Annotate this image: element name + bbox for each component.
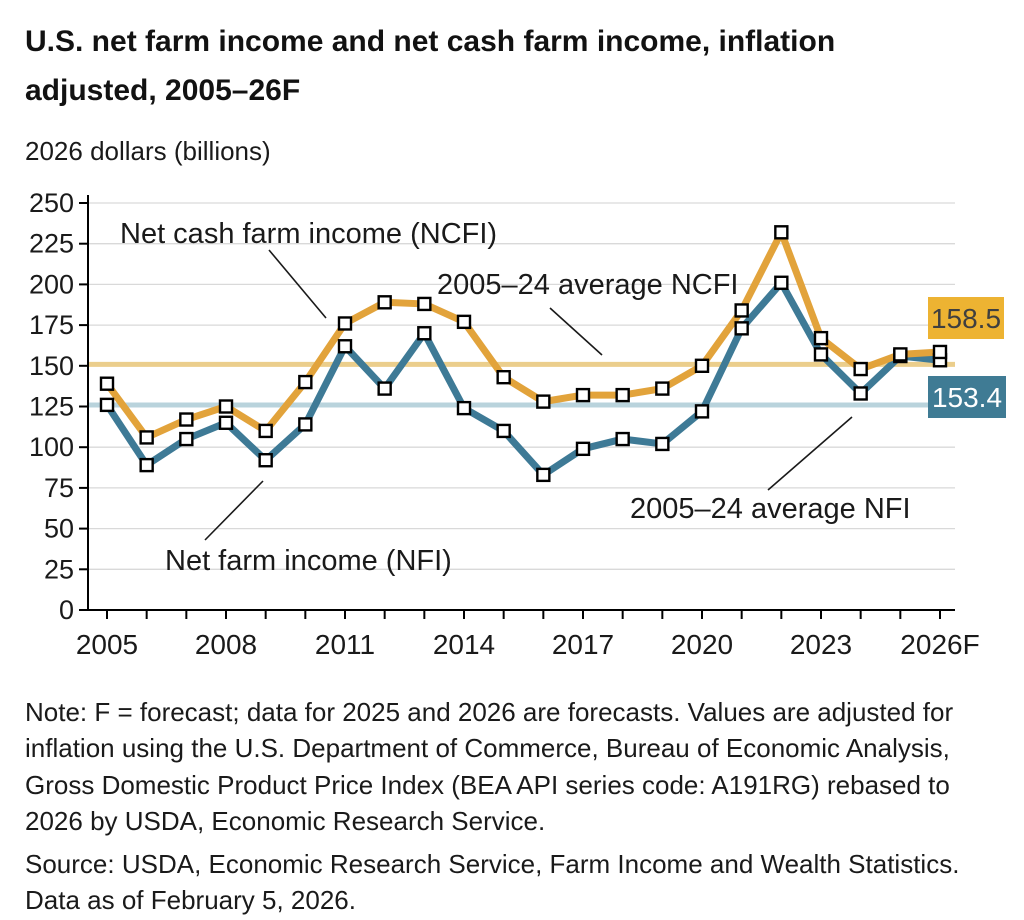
y-axis-tick-label: 75 [44,473,74,503]
ncfi-data-point [536,394,551,409]
ncfi-series-line [103,228,944,441]
x-axis-tick-label: 2023 [790,629,852,660]
ncfi-data-point [734,303,749,318]
nfi-data-point [536,467,551,483]
y-axis-tick-label: 0 [59,595,74,625]
nfi-label-leader-line [204,480,264,541]
chart: 0 25 50 75 100 125 150 175 200 225 250 2005 2008 2011… [0,188,1024,672]
ncfi-data-point [813,330,829,346]
ncfi-data-point [893,347,908,362]
x-axis-tick-label: 2020 [671,629,733,660]
nfi-data-point [575,441,591,457]
y-axis-tick-label: 150 [29,351,74,381]
ncfi-data-point [575,387,591,403]
axis-unit-label: 2026 dollars (billions) [25,136,271,166]
ncfi-data-point [298,374,313,390]
nfi-data-point [456,400,472,416]
x-axis-tick-label: 2026F [900,629,979,660]
nfi-data-point [615,431,630,447]
nfi-data-point [853,386,868,401]
nfi-data-point [218,415,234,430]
avg-nfi-label-text: 2005–24 average NFI [630,493,911,525]
ncfi-data-point [774,225,789,240]
ncfi-data-point [655,381,670,396]
y-axis-tick-label: 50 [44,514,74,544]
nfi-end-value-box [928,376,1006,418]
nfi-label-text: Net farm income (NFI) [165,545,452,577]
nfi-data-point [337,339,353,354]
nfi-data-point [377,381,392,396]
ncfi-data-point [258,423,273,439]
y-axis-tick-label: 175 [29,310,74,340]
y-axis-tick-label: 225 [29,229,74,259]
nfi-data-point [774,275,789,290]
x-axis-tick-label: 2011 [315,629,375,660]
ncfi-data-point [417,296,432,312]
y-axis-tick-label: 25 [44,554,74,584]
ncfi-end-value-text: 158.5 [931,303,1001,334]
nfi-data-point [99,397,115,413]
note-text: Note: F = forecast; data for 2025 and 20… [25,697,954,837]
nfi-end-value-text: 153.4 [932,382,1002,413]
y-axis-tick-label: 250 [29,190,74,218]
ncfi-data-point [932,344,948,360]
nfi-data-point [298,417,313,432]
ncfi-data-point [694,358,710,374]
ncfi-data-point [853,361,868,377]
chart-canvas: 0 25 50 75 100 125 150 175 200 225 250 2005 2008 2011… [29,188,1006,660]
ncfi-data-point [496,369,511,385]
y-axis-tick-label: 200 [29,269,74,299]
y-axis-tick-label: 125 [29,392,74,422]
avg-ncfi-label-leader-line [549,307,603,356]
x-axis-tick-label: 2014 [433,629,495,660]
ncfi-label-leader-line [268,249,327,319]
chart-title: U.S. net farm income and net cash farm i… [25,25,836,107]
ncfi-end-value-box [928,297,1004,339]
nfi-data-point [179,431,194,447]
ncfi-label-text: Net cash farm income (NCFI) [120,218,497,250]
ncfi-data-point [179,412,194,427]
x-axis-tick-label: 2005 [76,629,138,660]
ncfi-data-point [377,295,392,310]
nfi-data-point [496,423,511,439]
ncfi-data-point [337,316,353,331]
nfi-data-point [139,457,154,473]
ncfi-data-point [218,399,234,414]
ncfi-data-point [615,387,630,403]
ncfi-data-point [456,314,472,330]
x-axis-tick-label: 2017 [552,629,614,660]
nfi-data-point [813,347,829,362]
ncfi-data-point [99,376,115,391]
x-axis-tick-label: 2008 [195,629,257,660]
ncfi-data-point [139,430,154,445]
nfi-data-point [258,453,273,468]
nfi-data-point [655,436,670,452]
avg-ncfi-label-text: 2005–24 average NCFI [437,269,738,301]
y-axis-tick-label: 100 [29,432,74,462]
avg-nfi-label-leader-line [767,416,853,491]
nfi-data-point [694,404,710,419]
nfi-series-line [103,279,944,479]
source-text: Source: USDA, Economic Research Service,… [25,849,960,916]
nfi-data-point [734,321,749,336]
nfi-data-point [417,326,432,341]
